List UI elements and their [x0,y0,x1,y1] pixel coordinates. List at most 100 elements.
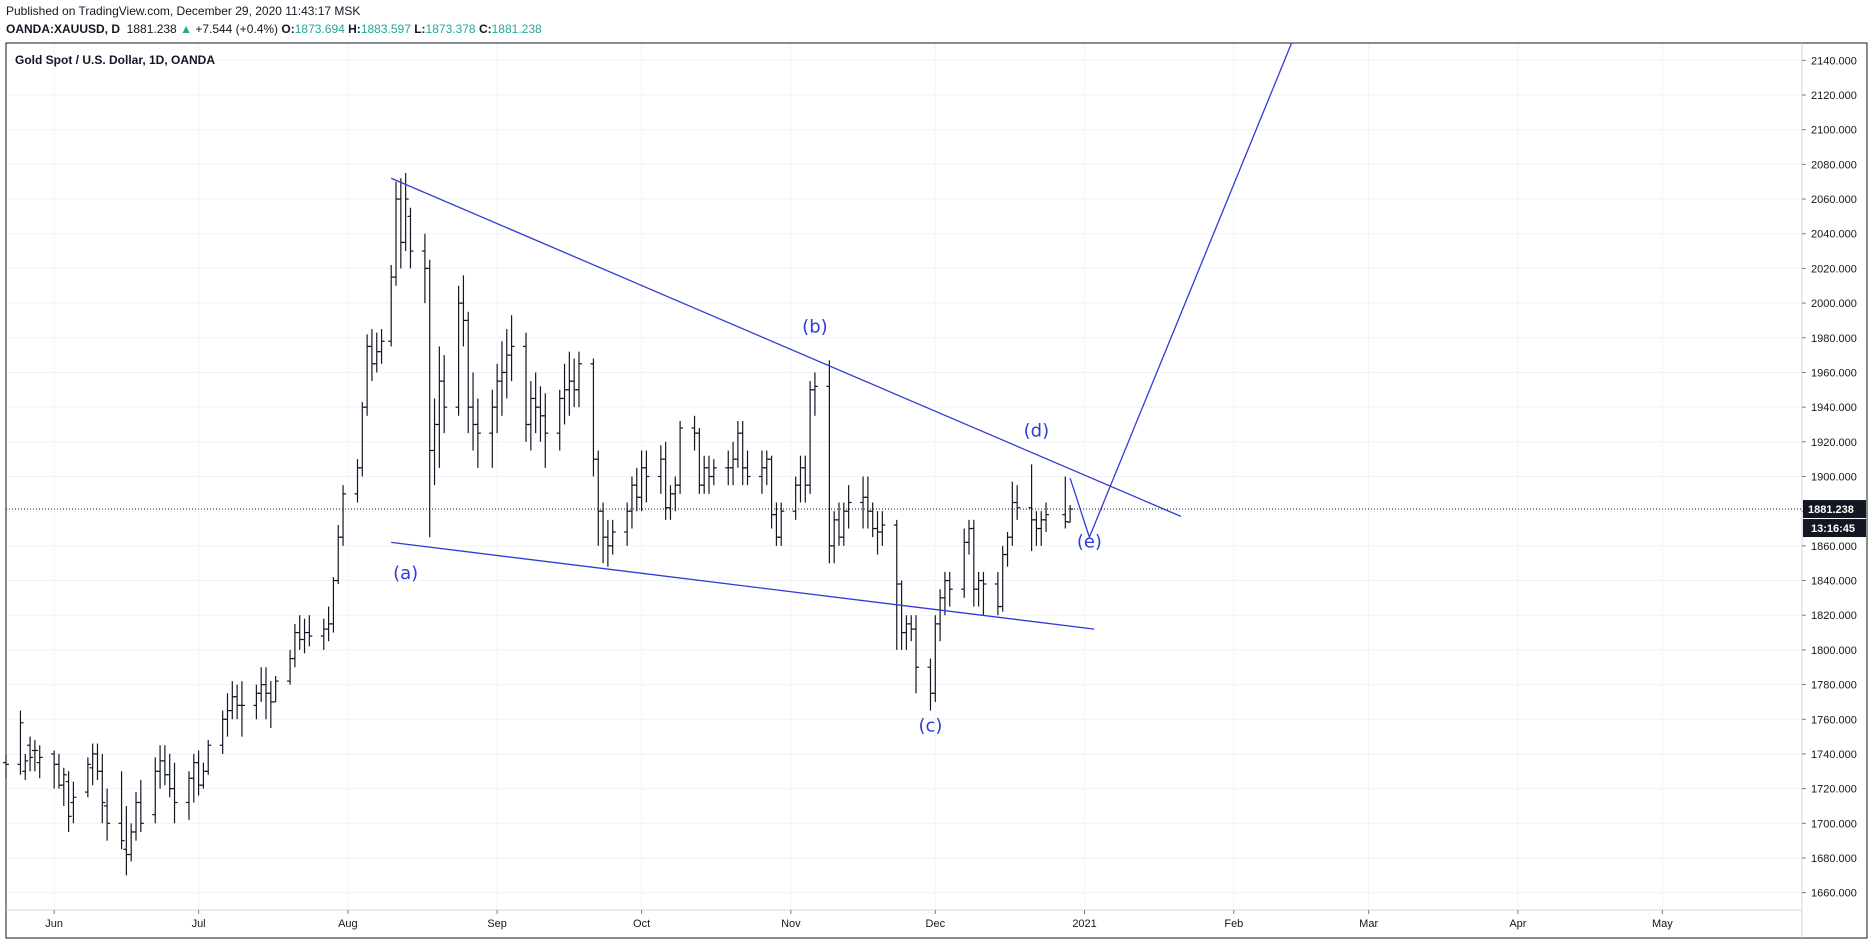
ohlc-bar [523,332,530,442]
ohlc-bar [31,740,38,772]
wave-label: (d) [1024,421,1049,442]
price-tick-label: 1740.000 [1811,749,1857,761]
price-tick-label: 2140.000 [1811,55,1857,67]
countdown-label: 13:16:45 [1811,523,1855,535]
price-tick-label: 1720.000 [1811,784,1857,796]
ohlc-bar [402,173,409,252]
ohlc-bar [3,753,9,779]
ohlc-bar [99,753,106,824]
wave-label: (c) [919,715,943,736]
countdown-box [1803,519,1866,538]
ohlc-bar [768,455,775,529]
ohlc-bar [758,450,765,494]
price-tick-label: 1680.000 [1811,853,1857,865]
ohlc-bar [705,455,712,494]
ohlc-bar [542,393,549,468]
ohlc-bar [633,467,640,512]
time-axis[interactable]: Jun Jul Aug Sep Oct Nov Dec 2021 Feb Mar Apr May [45,910,1673,930]
ohlc-bar [903,615,910,650]
ohlc-bar [638,450,645,512]
price-tick-label: 1780.000 [1811,680,1857,692]
ohlc-bar [739,421,746,486]
ohlc-bar [811,372,818,416]
ohlc-bar [1043,502,1050,532]
ohlc-bar [118,771,125,850]
ohlc-bar [407,207,414,269]
ohlc-bar [320,618,327,650]
ohlc-bar [133,792,140,841]
price-tick-label: 1760.000 [1811,714,1857,726]
close-label: C: [478,22,492,36]
ohlc-bar [200,762,207,789]
price-tick-label: 1800.000 [1811,645,1857,657]
ohlc-bar [128,823,135,862]
ohlc-bar [296,615,303,650]
ohlc-bar [932,615,939,702]
price-tick-label: 2080.000 [1811,159,1857,171]
time-tick-label: Dec [926,918,946,930]
ohlc-bar [609,519,616,555]
current-price-box [1803,500,1866,519]
price-tick-label: 1700.000 [1811,818,1857,830]
current-price-label: 1881.238 [1808,504,1854,516]
trendline-lower [391,541,1095,630]
price-tick-label: 2020.000 [1811,263,1857,275]
ohlc-bar [763,450,770,486]
high-value: 1883.597 [360,22,411,36]
ohlc-bar [575,351,582,408]
chart-frame [5,42,1868,939]
time-tick-label: Feb [1224,918,1243,930]
ohlc-bar [970,519,977,607]
ohlc-bar [55,753,62,789]
low-value: 1873.378 [425,22,476,36]
price-tick-label: 1820.000 [1811,610,1857,622]
symbol-label: OANDA:XAUUSD, D [6,22,120,36]
ohlc-bar [441,355,448,434]
ohlc-bar [171,762,178,824]
ohlc-bar [470,372,477,451]
ohlc-bar [205,740,212,775]
ohlc-bar [802,455,809,503]
ohlc-bar [845,485,852,529]
time-tick-label: May [1652,918,1673,930]
ohlc-bar [335,525,342,585]
drawings[interactable]: (a) (b) (c) (d) (e) [390,42,1293,736]
ohlc-bar [595,450,602,546]
ohlc-bar [913,615,920,694]
ohlc-bar [1038,511,1045,546]
ohlc-bar [291,623,298,668]
trendline-upper [390,177,1182,517]
wave-label: (a) [393,563,418,584]
ohlc-bar [975,571,982,607]
time-tick-label: Jun [45,918,63,930]
ohlc-bar [744,450,751,486]
ohlc-bar [869,502,876,538]
publish-info: Published on TradingView.com, December 2… [6,4,360,18]
ohlc-bar [571,358,578,408]
ohlc-bar [532,372,539,434]
ohlc-bar [267,681,274,728]
ohlc-bar [17,710,24,775]
price-tick-label: 2120.000 [1811,90,1857,102]
price-axis[interactable]: 1660.000 1680.000 1700.000 1720.000 1740.000… [1802,55,1857,900]
ohlc-bar [70,781,77,824]
ohlc-bar [874,511,881,555]
ohlc-bar [677,421,684,494]
chart-grid [6,43,1802,910]
ohlc-bar [272,675,279,703]
ohlc-bar [1067,504,1074,523]
ohlc-bar [778,502,785,546]
ohlc-bar [643,450,650,503]
ohlc-bar [330,577,337,633]
ohlc-bar [65,771,72,832]
low-label: L: [414,22,426,36]
ohlc-bar [498,341,505,416]
ohlc-bar [980,571,987,616]
wave-label: (b) [802,317,827,338]
ohlc-bar [238,681,245,737]
ohlc-bar [831,511,838,564]
ohlc-bar [60,767,67,806]
price-change: +7.544 (+0.4%) [195,22,279,36]
ohlc-bar [667,485,674,520]
